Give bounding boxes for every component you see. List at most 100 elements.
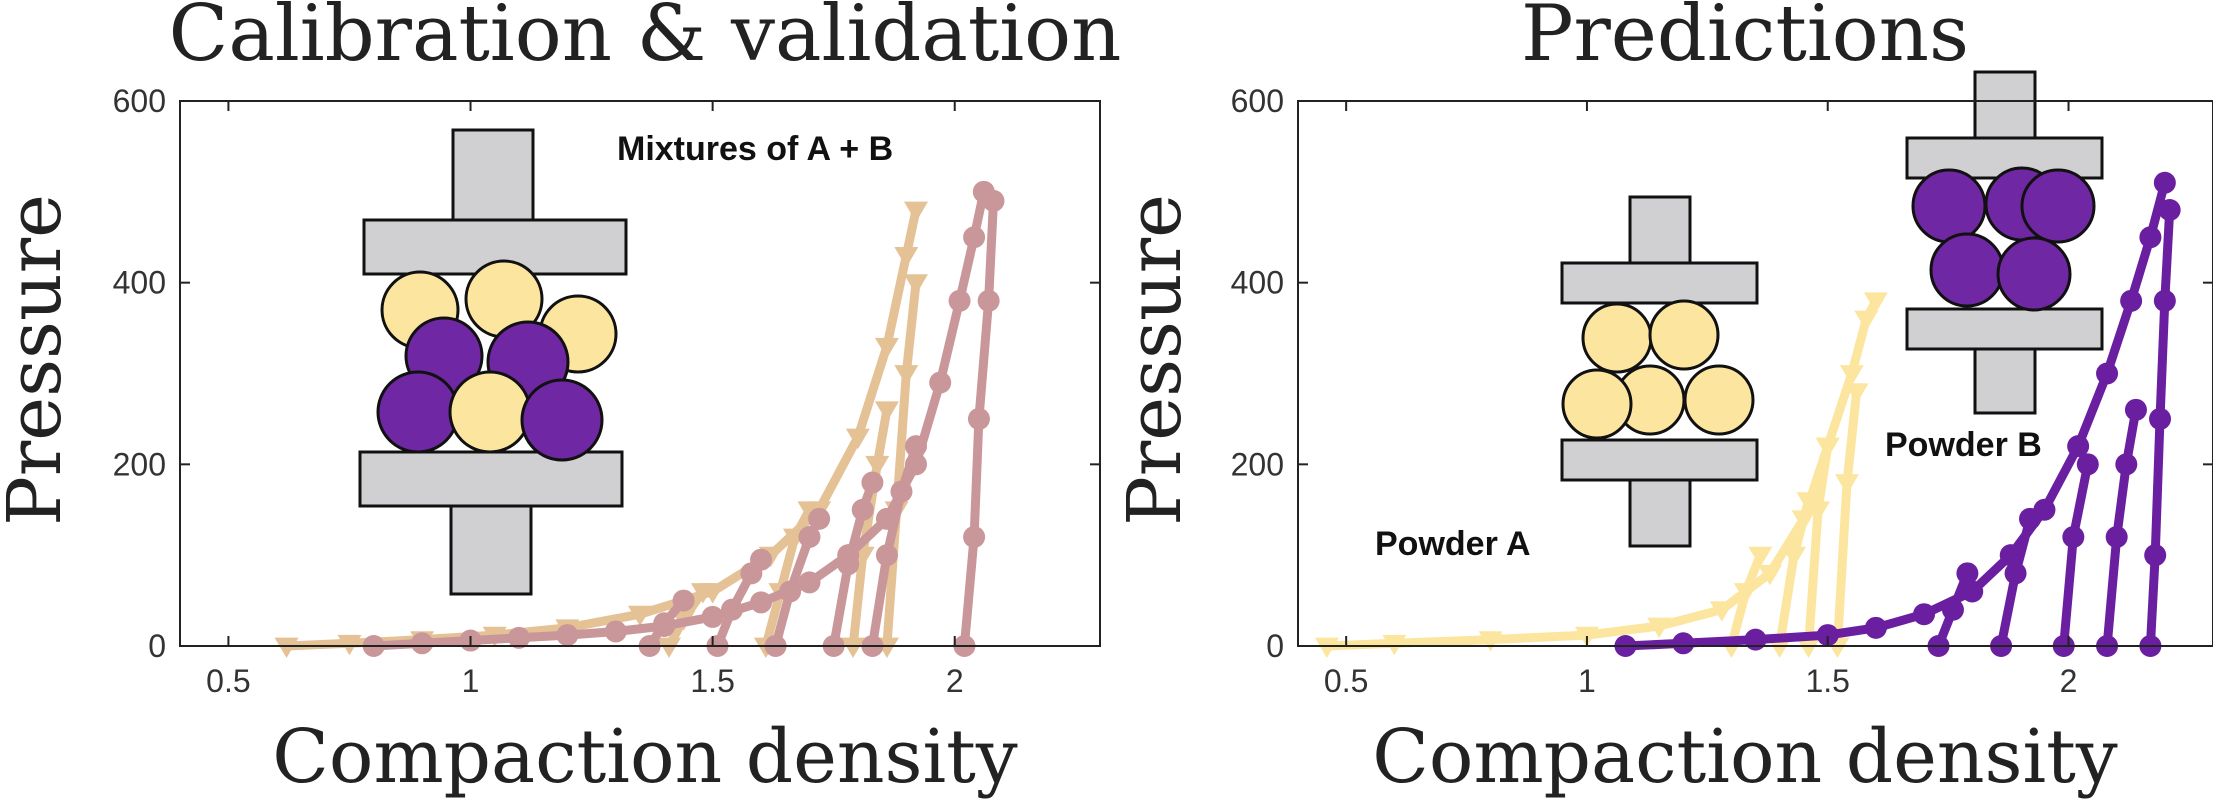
y-tick-label: 200 [113,446,166,482]
data-point [507,626,530,649]
data-point [2158,199,2181,221]
series-1-curve-0 [1621,178,2170,651]
lower-punch-plate [358,450,624,508]
left-panel: Calibration & validation Compaction dens… [0,0,1121,800]
y-tick-label: 600 [113,83,166,119]
series-1-curve-3 [2059,459,2093,651]
particle-b [376,370,460,454]
data-point [604,620,627,643]
data-point [1796,637,1821,658]
data-point [1815,437,1840,459]
data-point [1941,598,1964,621]
data-point [1672,632,1695,655]
data-point [750,548,773,571]
right-x-axis-label: Compaction density [1372,714,2118,800]
x-tick-label: 0.5 [1324,663,1368,699]
particle-a [1581,302,1653,374]
data-point [779,580,802,603]
data-point [1863,292,1888,313]
data-point [1314,637,1339,658]
particle-b [520,378,604,462]
data-point [1835,474,1859,495]
particle-a [448,370,532,454]
data-point [1844,383,1869,404]
data-point [750,591,773,614]
data-point [2067,435,2090,458]
lower-punch-shaft [449,504,533,596]
left-chart-title: Calibration & validation [169,0,1122,79]
data-point [2096,362,2119,385]
data-point [2153,289,2176,312]
right-marks [1314,171,2181,658]
data-point [904,201,928,222]
lower-punch-plate [1905,307,2104,351]
x-tick-label: 1.5 [1805,663,1849,699]
data-point [690,583,715,604]
data-point [837,553,860,576]
data-point [672,589,695,612]
data-point [982,189,1005,212]
series-0-curve-2 [1775,496,1813,651]
powder-a-annotation: Powder A [1375,525,1531,563]
particle-a [1561,368,1633,440]
data-point [874,401,899,422]
series-0-curve-2 [761,505,814,651]
data-point [948,289,971,312]
particle-a [1648,299,1720,371]
data-point [861,471,884,494]
x-tick-label: 0.5 [206,663,250,699]
data-point [1864,616,1887,639]
left-y-axis-label: Pressure [0,194,78,526]
data-point [721,598,743,621]
lower-punch-shaft [1628,478,1692,548]
data-point [2149,407,2172,430]
particle-b [1911,168,1987,244]
data-point [841,637,866,658]
particle-a [1683,364,1755,436]
data-point [2062,526,2085,548]
left-x-axis-label: Compaction density [272,714,1018,800]
x-tick-label: 2 [2060,663,2078,699]
data-point [1854,310,1879,331]
data-point [851,498,874,521]
data-point [2139,226,2162,249]
data-point [1816,624,1839,647]
data-point [2076,453,2099,476]
y-tick-label: 400 [113,265,166,301]
data-point [2153,171,2176,194]
data-point [701,605,724,628]
upper-punch-shaft [1973,70,2037,140]
data-point [797,501,822,522]
data-point [894,247,919,268]
data-point [1733,583,1758,604]
left-ticks: 0.5 1 1.5 2 0 200 400 600 [113,83,1100,699]
series-0-curve-4 [882,278,921,651]
data-point [274,637,299,658]
data-point [2144,544,2167,567]
data-point [2004,562,2027,585]
upper-punch-shaft [1628,195,1692,265]
lower-punch-shaft [1973,347,2037,415]
data-point [967,407,990,430]
powder-b-press-illustration [1905,70,2104,415]
data-point [808,507,831,530]
data-point [929,371,952,394]
data-point [845,428,870,450]
data-point [890,480,913,503]
data-point [963,526,986,548]
data-point [628,605,652,627]
right-plot-frame [1297,100,2213,647]
particle-b [1996,236,2072,312]
data-point [894,365,919,386]
right-ticks: 0.5 1 1.5 2 0 200 400 600 [1231,83,2213,699]
left-plot-frame [179,100,1101,647]
upper-punch-plate [1560,261,1759,305]
data-point [1744,628,1767,651]
data-point [977,289,1000,312]
data-point [2124,398,2147,421]
y-tick-label: 0 [1266,628,1284,664]
right-chart-title: Predictions [1521,0,1969,79]
data-point [653,612,676,635]
left-annotation: Mixtures of A + B [617,130,893,168]
